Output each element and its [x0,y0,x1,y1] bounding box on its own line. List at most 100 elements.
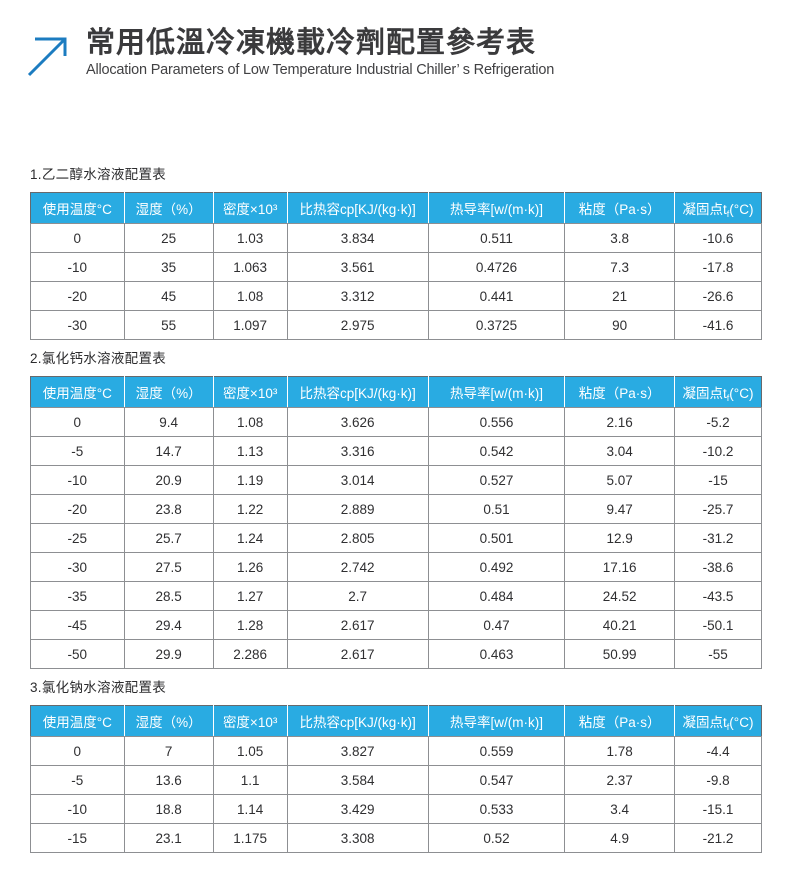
cell-humidity: 20.9 [123,465,214,495]
table-row: -45 29.4 1.28 2.617 0.47 40.21 -50.1 [30,610,763,640]
cell-viscosity: 2.16 [564,407,675,437]
cell-humidity: 25.7 [123,523,214,553]
table-body: 0 9.4 1.08 3.626 0.556 2.16 -5.2 -5 14.7 1.13 3.31… [30,407,763,669]
cell-freezing-point: -50.1 [673,610,763,640]
table-row: -10 18.8 1.14 3.429 0.533 3.4 -15.1 [30,794,763,824]
cell-conductivity: 0.559 [427,736,566,766]
cell-density: 1.1 [212,765,288,795]
table-row: -35 28.5 1.27 2.7 0.484 24.52 -43.5 [30,581,763,611]
cell-specific-heat: 3.626 [286,407,429,437]
cell-freezing-point: -41.6 [673,310,763,340]
cell-density: 1.08 [212,407,288,437]
cell-viscosity: 90 [564,310,675,340]
cell-conductivity: 0.441 [427,281,566,311]
cell-viscosity: 40.21 [564,610,675,640]
cell-density: 1.063 [212,252,288,282]
cell-conductivity: 0.492 [427,552,566,582]
brand-title: 常用低溫冷凍機載冷劑配置參考表 [86,27,537,59]
table-row: 0 7 1.05 3.827 0.559 1.78 -4.4 [30,736,763,766]
cell-conductivity: 0.511 [427,223,566,253]
col-header-density: 密度×10³ [212,376,288,408]
cell-freezing-point: -10.2 [673,436,763,466]
section-label: 2.氯化钙水溶液配置表 [30,351,167,366]
cell-humidity: 29.4 [123,610,214,640]
table-header: 使用温度°C 湿度（%） 密度×10³ 比热容cp[KJ/(kg·k)] 热导率[w/(… [30,705,762,737]
cell-temp: 0 [30,407,125,437]
col-header-conductivity: 热导率[w/(m·k)] [427,705,565,737]
cell-viscosity: 17.16 [564,552,675,582]
col-header-specific-heat: 比热容cp[KJ/(kg·k)] [286,705,429,737]
col-header-freezing-point: 凝固点tf(°C) [673,376,762,408]
solution-section: 1.乙二醇水溶液配置表 使用温度°C 湿度（%） 密度×10³ 比热容cp[KJ/(k… [30,163,763,340]
cell-temp: -15 [30,823,125,853]
cell-specific-heat: 2.617 [286,639,429,669]
table-header: 使用温度°C 湿度（%） 密度×10³ 比热容cp[KJ/(kg·k)] 热导率[w/(… [30,376,762,408]
cell-freezing-point: -9.8 [673,765,763,795]
cell-freezing-point: -10.6 [673,223,763,253]
cell-temp: -10 [30,252,125,282]
cell-conductivity: 0.547 [427,765,566,795]
table-row: -15 23.1 1.175 3.308 0.52 4.9 -21.2 [30,823,763,853]
table-body: 0 7 1.05 3.827 0.559 1.78 -4.4 -5 13.6 1.1 3.584 0.… [30,736,763,853]
cell-viscosity: 1.78 [564,736,675,766]
cell-humidity: 25 [123,223,214,253]
cell-conductivity: 0.542 [427,436,566,466]
cell-viscosity: 7.3 [564,252,675,282]
cell-specific-heat: 2.617 [286,610,429,640]
cell-conductivity: 0.527 [427,465,566,495]
brand-text: 常用低溫冷凍機載冷劑配置參考表 Allocation Parameters of… [86,27,554,79]
cell-temp: -5 [30,765,125,795]
cell-density: 1.24 [212,523,288,553]
cell-specific-heat: 2.889 [286,494,429,524]
cell-humidity: 29.9 [123,639,214,669]
col-header-viscosity: 粘度（Pa·s） [564,705,675,737]
cell-freezing-point: -55 [673,639,763,669]
cell-specific-heat: 2.7 [286,581,429,611]
cell-viscosity: 3.4 [564,794,675,824]
col-header-freezing-point: 凝固点tf(°C) [673,192,762,224]
cell-viscosity: 50.99 [564,639,675,669]
cell-temp: -20 [30,281,125,311]
col-header-specific-heat: 比热容cp[KJ/(kg·k)] [286,376,429,408]
cell-viscosity: 5.07 [564,465,675,495]
cell-freezing-point: -5.2 [673,407,763,437]
cell-humidity: 18.8 [123,794,214,824]
cell-humidity: 13.6 [123,765,214,795]
table-row: -50 29.9 2.286 2.617 0.463 50.99 -55 [30,639,763,669]
table-row: 0 9.4 1.08 3.626 0.556 2.16 -5.2 [30,407,763,437]
header-row: 使用温度°C 湿度（%） 密度×10³ 比热容cp[KJ/(kg·k)] 热导率[w/(… [30,705,762,737]
cell-density: 1.08 [212,281,288,311]
cell-viscosity: 3.04 [564,436,675,466]
table-body: 0 25 1.03 3.834 0.511 3.8 -10.6 -10 35 1.063 3.561… [30,223,763,340]
cell-viscosity: 21 [564,281,675,311]
cell-viscosity: 12.9 [564,523,675,553]
cell-specific-heat: 2.805 [286,523,429,553]
header-row: 使用温度°C 湿度（%） 密度×10³ 比热容cp[KJ/(kg·k)] 热导率[w/(… [30,376,762,408]
parameter-table: 使用温度°C 湿度（%） 密度×10³ 比热容cp[KJ/(kg·k)] 热导率[w/(… [30,705,763,853]
cell-temp: -35 [30,581,125,611]
cell-density: 1.22 [212,494,288,524]
col-header-conductivity: 热导率[w/(m·k)] [427,376,565,408]
cell-density: 1.28 [212,610,288,640]
cell-temp: -30 [30,310,125,340]
col-header-humidity: 湿度（%） [123,705,214,737]
table-row: 0 25 1.03 3.834 0.511 3.8 -10.6 [30,223,763,253]
cell-temp: -30 [30,552,125,582]
parameter-table: 使用温度°C 湿度（%） 密度×10³ 比热容cp[KJ/(kg·k)] 热导率[w/(… [30,376,763,669]
cell-conductivity: 0.484 [427,581,566,611]
cell-viscosity: 9.47 [564,494,675,524]
cell-specific-heat: 2.975 [286,310,429,340]
cell-humidity: 9.4 [123,407,214,437]
cell-freezing-point: -4.4 [673,736,763,766]
cell-specific-heat: 3.561 [286,252,429,282]
col-header-specific-heat: 比热容cp[KJ/(kg·k)] [286,192,429,224]
section-label: 1.乙二醇水溶液配置表 [30,167,167,182]
col-header-viscosity: 粘度（Pa·s） [564,376,675,408]
cell-specific-heat: 2.742 [286,552,429,582]
cell-viscosity: 2.37 [564,765,675,795]
cell-freezing-point: -26.6 [673,281,763,311]
cell-density: 1.03 [212,223,288,253]
col-header-temp: 使用温度°C [30,705,125,737]
col-header-temp: 使用温度°C [30,376,125,408]
